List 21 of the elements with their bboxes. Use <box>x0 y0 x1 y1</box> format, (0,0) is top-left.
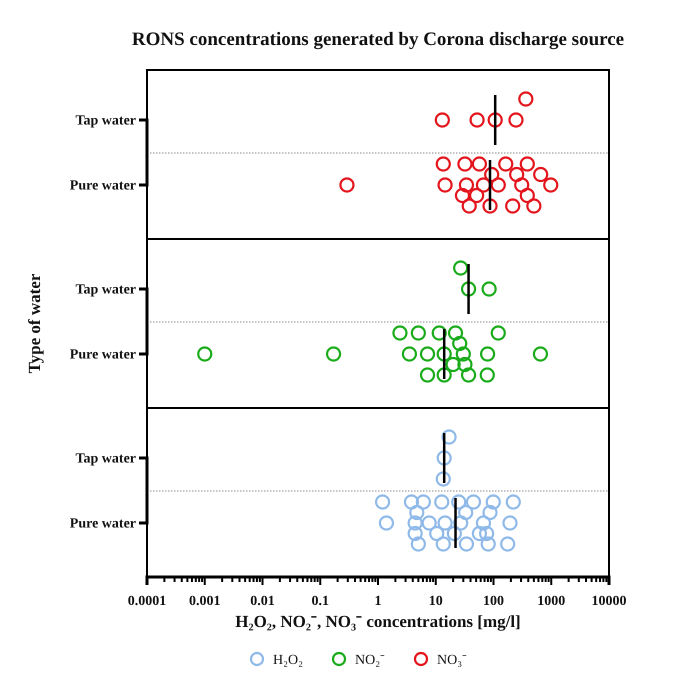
y-tick-label: Pure water <box>70 516 136 532</box>
y-tick-label: Pure water <box>70 347 136 362</box>
x-tick-label: 0.0001 <box>128 594 166 609</box>
x-tick-label: 0.001 <box>189 594 220 609</box>
x-tick-label: 0.01 <box>250 594 275 609</box>
x-tick-label: 100 <box>483 594 504 609</box>
legend-label: H₂O₂ <box>273 653 304 668</box>
x-tick-label: 10000 <box>592 594 626 609</box>
legend-label: NO₃⁻ <box>437 653 468 668</box>
y-axis-title: Type of water <box>25 273 44 374</box>
x-tick-label: 10 <box>428 594 443 609</box>
x-tick-label: 1000 <box>537 594 566 609</box>
y-tick-label: Tap water <box>75 451 136 466</box>
y-tick-label: Tap water <box>75 113 136 128</box>
y-tick-label: Tap water <box>75 282 136 298</box>
x-axis-title: H₂O₂, NO₂⁻, NO₃⁻ concentrations [mg/l] <box>235 612 521 631</box>
x-tick-label: 1 <box>374 594 382 609</box>
legend-label: NO₂⁻ <box>355 653 386 668</box>
chart-title: RONS concentrations generated by Corona discharge source <box>132 29 624 50</box>
y-tick-label: Pure water <box>70 178 136 194</box>
x-tick-label: 0.1 <box>312 594 329 609</box>
